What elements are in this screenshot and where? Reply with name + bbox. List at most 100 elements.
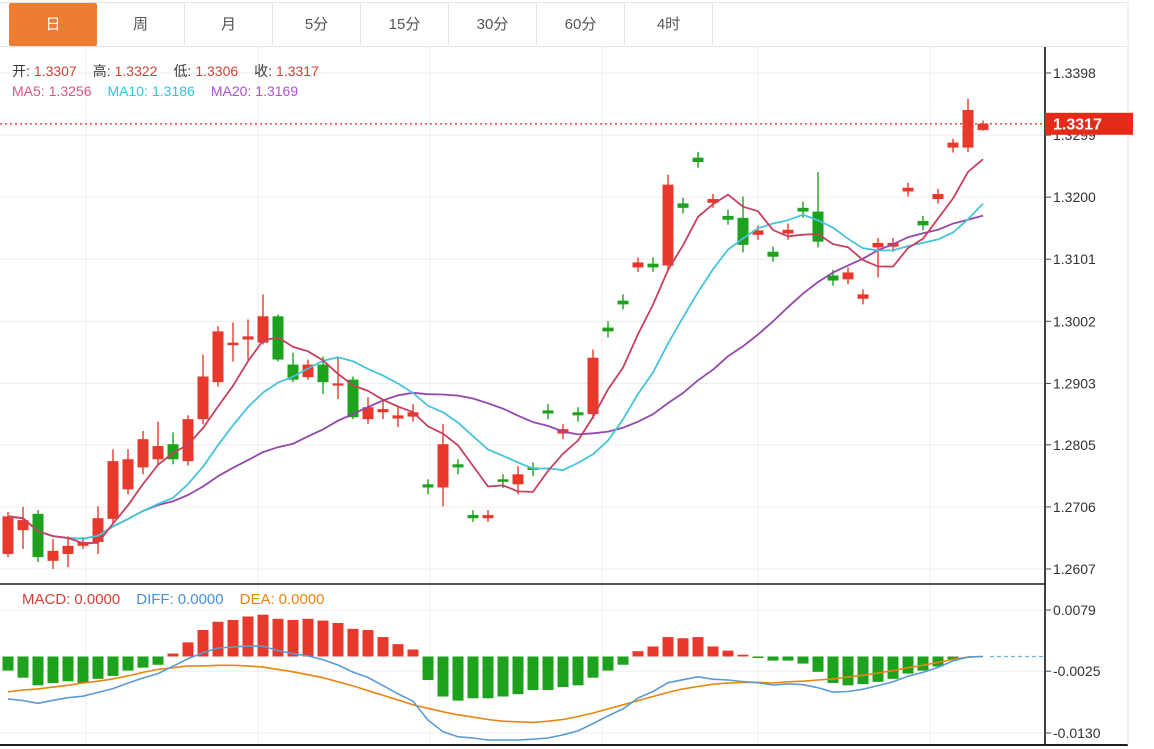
macd-bar bbox=[437, 656, 449, 697]
tab-5分[interactable]: 5分 bbox=[273, 3, 361, 46]
candle bbox=[332, 357, 344, 400]
macd-bar bbox=[932, 656, 944, 667]
price-axis-label: 1.3200 bbox=[1053, 189, 1096, 205]
tab-周[interactable]: 周 bbox=[97, 3, 185, 46]
candle bbox=[137, 431, 149, 475]
macd-axis-label: -0.0025 bbox=[1053, 663, 1101, 679]
ma5-label: MA5: bbox=[12, 83, 45, 99]
macd-bar bbox=[767, 656, 779, 661]
candle bbox=[347, 376, 359, 420]
macd-bar bbox=[332, 622, 344, 657]
candle bbox=[512, 466, 524, 495]
candle bbox=[977, 120, 989, 131]
macd-bar bbox=[782, 656, 794, 661]
macd-bar bbox=[407, 649, 419, 657]
candle bbox=[467, 510, 479, 522]
price-axis-label: 1.2607 bbox=[1053, 561, 1096, 577]
macd-bar bbox=[632, 651, 644, 657]
candle bbox=[632, 257, 644, 272]
period-tab-bar: 日周月 5分 15分 30分 60分 4时 bbox=[9, 3, 713, 46]
macd-bar bbox=[62, 656, 74, 682]
macd-bar bbox=[242, 616, 254, 657]
candle bbox=[737, 196, 749, 253]
macd-bar bbox=[302, 618, 314, 657]
candle bbox=[482, 510, 494, 522]
diff-label: DIFF: bbox=[136, 591, 174, 608]
price-axis-label: 1.2805 bbox=[1053, 437, 1096, 453]
macd-bar bbox=[587, 656, 599, 678]
macd-bar bbox=[557, 656, 569, 688]
tab-60分[interactable]: 60分 bbox=[537, 3, 625, 46]
tab-30分[interactable]: 30分 bbox=[449, 3, 537, 46]
price-axis-label: 1.2903 bbox=[1053, 375, 1096, 391]
candle bbox=[842, 267, 854, 285]
macd-bar bbox=[107, 656, 119, 676]
macd-bar bbox=[917, 656, 929, 671]
ma20-value: 1.3169 bbox=[255, 83, 299, 99]
tab-4时[interactable]: 4时 bbox=[625, 3, 713, 46]
price-axis-label: 1.3101 bbox=[1053, 251, 1096, 267]
macd-bar bbox=[47, 656, 59, 683]
candle bbox=[17, 506, 29, 549]
tab-日[interactable]: 日 bbox=[9, 3, 97, 46]
high-value: 1.3322 bbox=[114, 63, 158, 79]
candle bbox=[377, 399, 389, 420]
top-border bbox=[0, 2, 1128, 3]
candle bbox=[422, 479, 434, 495]
candle bbox=[107, 449, 119, 524]
candle bbox=[437, 424, 449, 507]
macd-bar bbox=[32, 656, 44, 686]
macd-bar bbox=[392, 644, 404, 657]
candle bbox=[767, 246, 779, 262]
tab-15分[interactable]: 15分 bbox=[361, 3, 449, 46]
macd-legend: MACD: 0.0000 DIFF: 0.0000 DEA: 0.0000 bbox=[22, 591, 329, 608]
candle bbox=[122, 449, 134, 495]
candle bbox=[182, 415, 194, 466]
ma-legend: MA5: 1.3256 MA10: 1.3186 MA20: 1.3169 bbox=[12, 83, 302, 99]
candle bbox=[572, 407, 584, 422]
macd-bar bbox=[467, 656, 479, 699]
candle bbox=[677, 197, 689, 214]
price-axis-label: 1.3002 bbox=[1053, 313, 1096, 329]
price-axis-label: 1.3398 bbox=[1053, 65, 1096, 81]
candle bbox=[227, 322, 239, 362]
candle bbox=[392, 407, 404, 428]
candle bbox=[167, 432, 179, 465]
candle bbox=[617, 294, 629, 310]
macd-bar bbox=[857, 656, 869, 685]
macd-bar bbox=[722, 650, 734, 657]
macd-bar bbox=[137, 656, 149, 668]
candle bbox=[32, 510, 44, 563]
candle bbox=[932, 189, 944, 204]
open-value: 1.3307 bbox=[33, 63, 77, 79]
candle bbox=[317, 356, 329, 395]
ma20-label: MA20: bbox=[210, 83, 252, 99]
candle bbox=[722, 209, 734, 225]
ma10-value: 1.3186 bbox=[151, 83, 195, 99]
macd-bar bbox=[182, 642, 194, 657]
candle bbox=[257, 294, 269, 345]
macd-bar bbox=[257, 614, 269, 657]
candle bbox=[917, 215, 929, 231]
macd-bar bbox=[77, 656, 89, 683]
macd-bar bbox=[362, 630, 374, 657]
macd-bar bbox=[752, 656, 764, 658]
macd-bar bbox=[377, 637, 389, 657]
candle bbox=[902, 182, 914, 197]
macd-axis-label: 0.0079 bbox=[1053, 602, 1096, 618]
macd-axis-label: -0.0130 bbox=[1053, 725, 1101, 741]
macd-bar bbox=[512, 656, 524, 695]
open-label: 开: bbox=[12, 63, 30, 79]
macd-bar bbox=[2, 656, 14, 671]
macd-bar bbox=[482, 656, 494, 699]
macd-bar bbox=[122, 656, 134, 671]
last-price-badge bbox=[1045, 112, 1133, 135]
candle bbox=[857, 289, 869, 305]
macd-bar bbox=[902, 656, 914, 674]
candle bbox=[602, 321, 614, 338]
tab-月[interactable]: 月 bbox=[185, 3, 273, 46]
macd-bar bbox=[227, 620, 239, 657]
ma10-label: MA10: bbox=[107, 83, 148, 99]
